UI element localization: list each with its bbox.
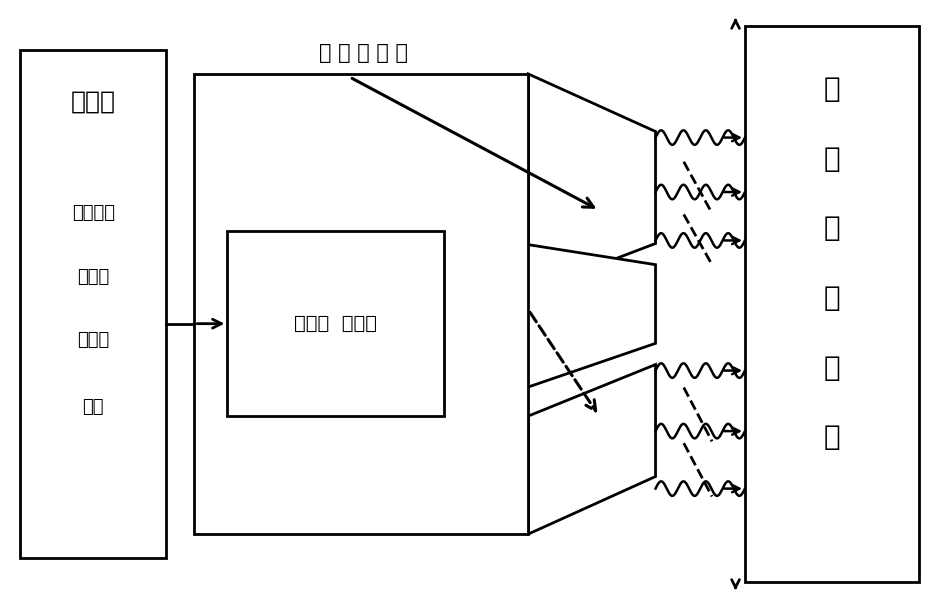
Text: 陷: 陷	[824, 215, 840, 243]
Bar	[228, 232, 444, 416]
Text: 块: 块	[824, 423, 840, 451]
Text: 计算机: 计算机	[71, 89, 116, 113]
Polygon shape	[529, 74, 655, 292]
Text: 像采集: 像采集	[77, 268, 110, 286]
Text: 试: 试	[824, 353, 840, 382]
Polygon shape	[444, 232, 655, 416]
Bar	[745, 26, 919, 582]
Text: 系统: 系统	[82, 398, 104, 416]
Text: 带: 带	[824, 75, 840, 103]
Bar	[20, 50, 166, 558]
Text: 控制、图: 控制、图	[72, 204, 114, 222]
Polygon shape	[529, 365, 655, 534]
Text: 与处理: 与处理	[77, 331, 110, 350]
Text: 热 激 励 装 置: 热 激 励 装 置	[319, 43, 408, 63]
Text: 缺: 缺	[824, 145, 840, 173]
Bar	[194, 74, 529, 534]
Text: 高精度  热像仪: 高精度 热像仪	[294, 314, 377, 333]
Text: 的: 的	[824, 284, 840, 312]
